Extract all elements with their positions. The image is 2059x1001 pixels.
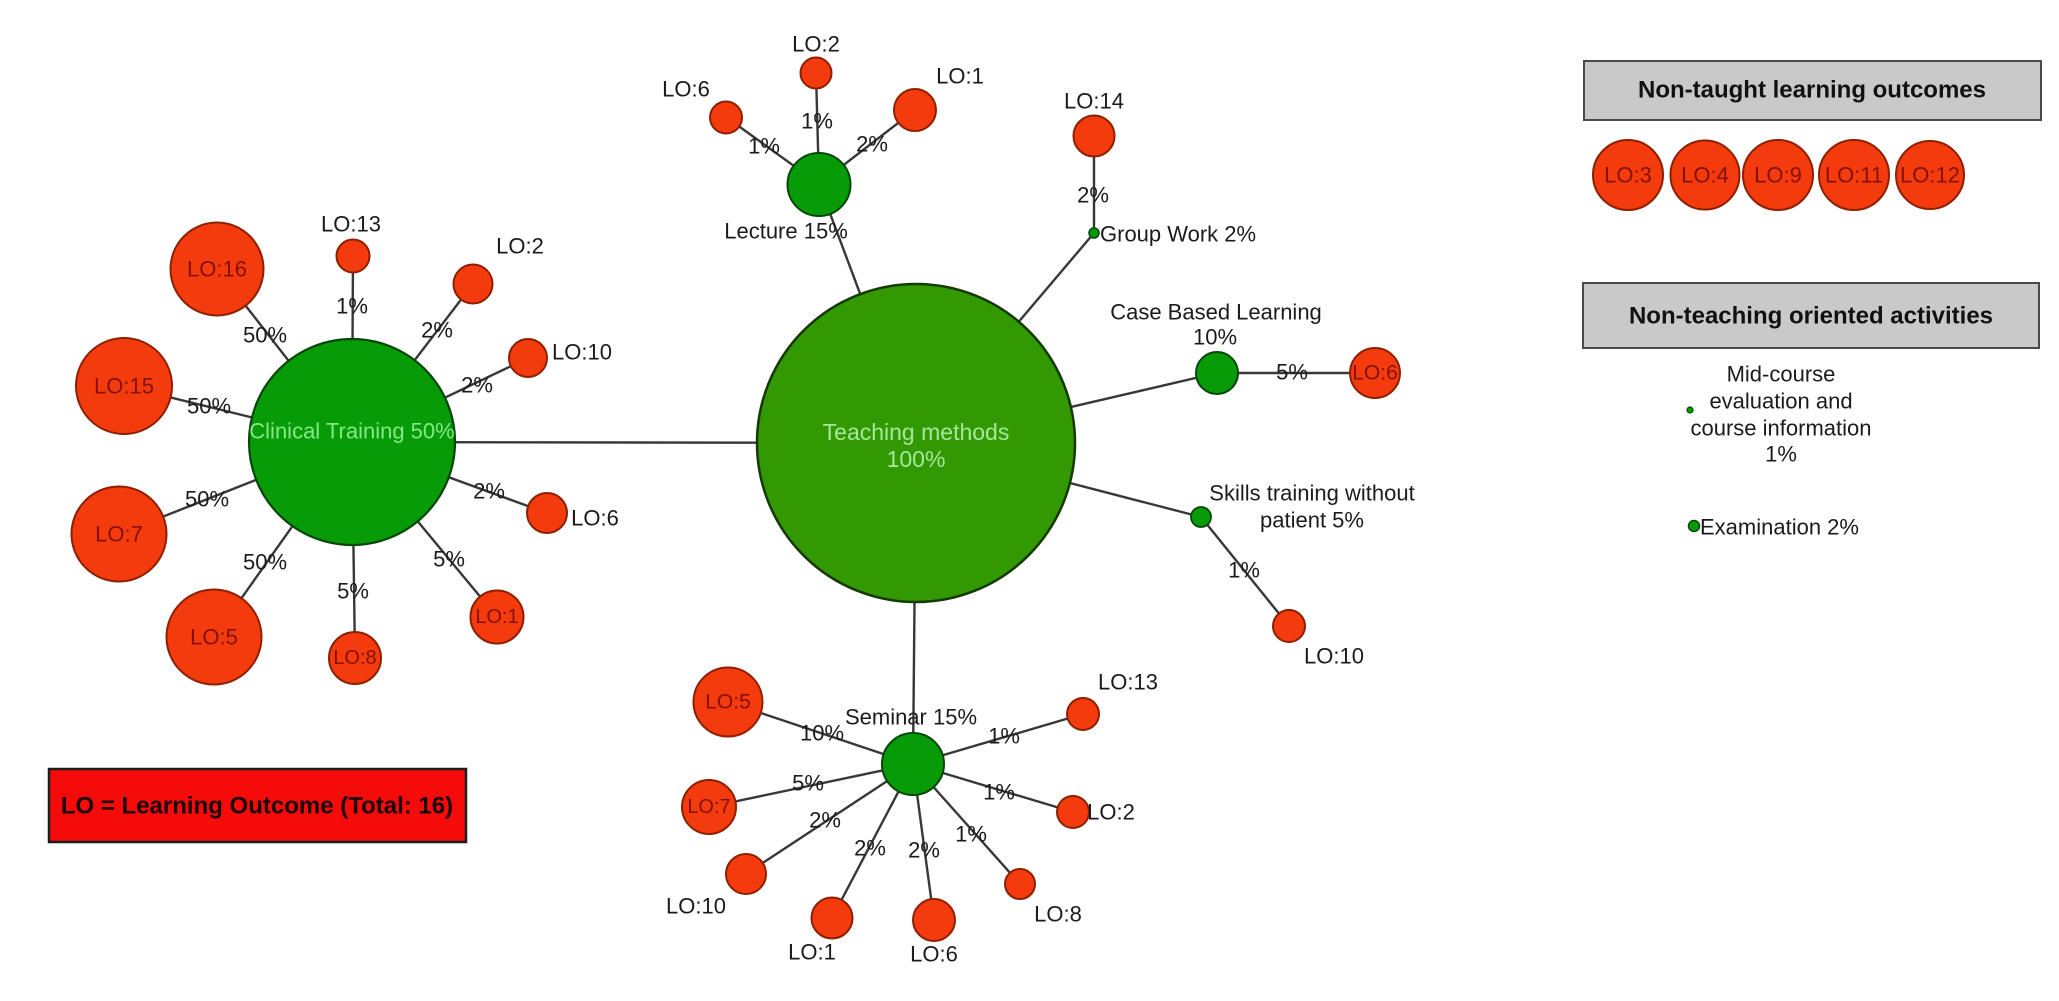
svg-text:LO:6: LO:6 (571, 506, 619, 531)
svg-text:LO:3: LO:3 (1604, 163, 1652, 188)
svg-text:2%: 2% (809, 808, 841, 833)
svg-text:1%: 1% (336, 294, 368, 319)
svg-text:LO:13: LO:13 (321, 212, 381, 237)
svg-text:LO:15: LO:15 (94, 374, 154, 399)
svg-text:LO = Learning Outcome (Total:: LO = Learning Outcome (Total: 16) (61, 793, 453, 820)
svg-text:LO:16: LO:16 (187, 257, 247, 282)
svg-text:10%: 10% (1193, 325, 1237, 350)
svg-text:LO:1: LO:1 (936, 64, 984, 89)
svg-text:2%: 2% (1077, 183, 1109, 208)
svg-text:Non-teaching oriented activiti: Non-teaching oriented activities (1629, 303, 1993, 330)
svg-text:LO:11: LO:11 (1825, 163, 1883, 188)
svg-text:LO:1: LO:1 (788, 940, 836, 965)
svg-text:100%: 100% (887, 446, 946, 472)
svg-text:50%: 50% (243, 323, 287, 348)
svg-text:LO:5: LO:5 (705, 691, 751, 714)
svg-text:Lecture 15%: Lecture 15% (724, 219, 848, 244)
svg-text:50%: 50% (185, 487, 229, 512)
svg-text:50%: 50% (243, 550, 287, 575)
svg-text:2%: 2% (461, 373, 493, 398)
svg-text:2%: 2% (908, 838, 940, 863)
svg-text:Group Work 2%: Group Work 2% (1100, 222, 1256, 247)
svg-text:LO:10: LO:10 (666, 894, 726, 919)
svg-text:1%: 1% (1228, 558, 1260, 583)
svg-text:2%: 2% (473, 479, 505, 504)
svg-text:LO:2: LO:2 (1087, 800, 1135, 825)
svg-text:1%: 1% (983, 780, 1015, 805)
svg-text:2%: 2% (856, 132, 888, 157)
svg-text:LO:10: LO:10 (552, 340, 612, 365)
svg-text:50%: 50% (187, 394, 231, 419)
svg-text:LO:4: LO:4 (1681, 163, 1729, 188)
svg-text:5%: 5% (433, 547, 465, 572)
svg-text:LO:1: LO:1 (475, 606, 518, 628)
svg-text:course information: course information (1691, 416, 1872, 441)
svg-text:LO:14: LO:14 (1064, 89, 1124, 114)
svg-text:2%: 2% (854, 836, 886, 861)
svg-text:LO:10: LO:10 (1304, 644, 1364, 669)
svg-text:Seminar 15%: Seminar 15% (845, 705, 977, 730)
svg-text:Skills training without: Skills training without (1209, 481, 1414, 506)
svg-text:5%: 5% (1276, 360, 1308, 385)
svg-text:LO:8: LO:8 (1034, 902, 1082, 927)
svg-text:1%: 1% (748, 134, 780, 159)
svg-text:LO:7: LO:7 (95, 522, 143, 547)
svg-text:LO:2: LO:2 (496, 234, 544, 259)
svg-text:LO:9: LO:9 (1754, 163, 1802, 188)
svg-text:1%: 1% (988, 724, 1020, 749)
svg-text:2%: 2% (421, 318, 453, 343)
svg-text:1%: 1% (955, 822, 987, 847)
svg-text:5%: 5% (337, 579, 369, 604)
svg-text:LO:6: LO:6 (662, 77, 710, 102)
svg-text:Examination 2%: Examination 2% (1700, 515, 1859, 540)
svg-text:5%: 5% (792, 771, 824, 796)
svg-text:Teaching methods: Teaching methods (823, 419, 1010, 445)
svg-text:Case Based Learning: Case Based Learning (1110, 300, 1322, 325)
svg-text:patient 5%: patient 5% (1260, 508, 1364, 533)
svg-text:LO:2: LO:2 (792, 32, 840, 57)
svg-text:Clinical Training 50%: Clinical Training 50% (249, 419, 454, 444)
svg-text:LO:7: LO:7 (687, 796, 730, 818)
svg-text:LO:8: LO:8 (333, 647, 376, 669)
svg-text:evaluation and: evaluation and (1709, 389, 1852, 414)
svg-text:Non-taught learning outcomes: Non-taught learning outcomes (1638, 77, 1986, 104)
svg-text:LO:13: LO:13 (1098, 670, 1158, 695)
svg-text:LO:5: LO:5 (190, 625, 238, 650)
svg-text:1%: 1% (801, 109, 833, 134)
svg-text:Mid-course: Mid-course (1727, 362, 1836, 387)
svg-text:10%: 10% (800, 721, 844, 746)
svg-text:1%: 1% (1765, 442, 1797, 467)
svg-text:LO:12: LO:12 (1900, 163, 1960, 188)
svg-text:LO:6: LO:6 (1352, 362, 1398, 385)
svg-text:LO:6: LO:6 (910, 942, 958, 967)
